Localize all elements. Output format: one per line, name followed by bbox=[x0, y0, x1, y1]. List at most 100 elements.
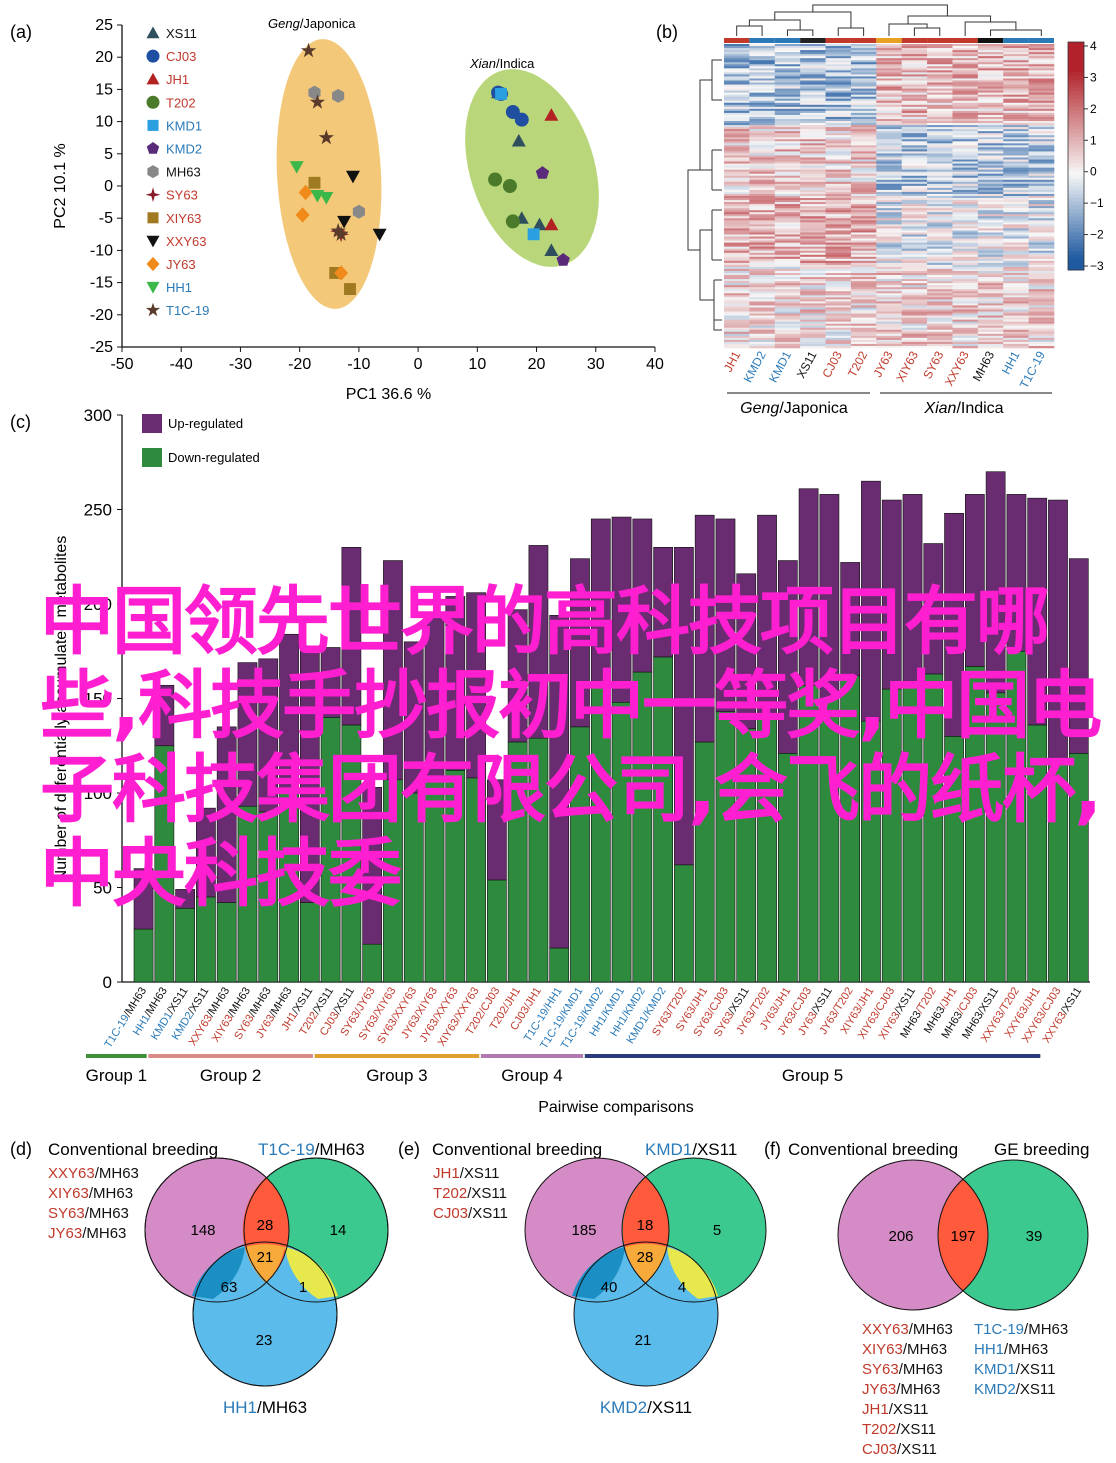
heatmap-cell bbox=[876, 325, 902, 329]
bar-up-regulated bbox=[674, 546, 694, 866]
heatmap-cell bbox=[901, 341, 928, 345]
heatmap-cell bbox=[1003, 307, 1029, 310]
heatmap-cell bbox=[977, 137, 1004, 140]
heatmap-cell bbox=[1028, 323, 1055, 327]
heatmap-cell bbox=[1028, 311, 1055, 314]
heatmap-cell bbox=[800, 238, 826, 241]
heatmap-cell bbox=[774, 191, 801, 195]
heatmap-cell bbox=[1028, 262, 1055, 266]
heatmap-cell bbox=[1003, 345, 1029, 349]
heatmap-cell bbox=[927, 285, 953, 288]
heatmap-cell bbox=[825, 155, 852, 158]
heatmap-cell bbox=[724, 329, 750, 333]
heatmap-cell bbox=[927, 171, 953, 175]
heatmap-cell bbox=[749, 153, 776, 156]
heatmap-cell bbox=[1028, 230, 1055, 233]
heatmap-cell bbox=[927, 240, 953, 243]
heatmap-cell bbox=[800, 179, 826, 183]
heatmap-cell bbox=[876, 293, 902, 296]
venn-e-b-only: 5 bbox=[713, 1222, 721, 1239]
heatmap-cell bbox=[876, 285, 902, 288]
heatmap-cell bbox=[749, 220, 776, 223]
comparison-part: /MH63 bbox=[1004, 1341, 1048, 1358]
heatmap-cell bbox=[850, 335, 877, 339]
colorbar-step bbox=[1068, 190, 1084, 195]
heatmap-cell bbox=[850, 232, 877, 235]
heatmap-cell bbox=[774, 236, 801, 239]
heatmap-cell bbox=[850, 66, 877, 69]
heatmap-cell bbox=[774, 216, 801, 219]
heatmap-cell bbox=[774, 256, 801, 260]
heatmap-cell bbox=[749, 90, 776, 93]
heatmap-cell bbox=[850, 226, 877, 229]
heatmap-cell bbox=[901, 329, 928, 333]
heatmap-cell bbox=[927, 214, 953, 217]
y-tick-label: 15 bbox=[95, 81, 113, 98]
heatmap-cell bbox=[977, 256, 1004, 260]
venn-d-b-only: 14 bbox=[330, 1222, 347, 1239]
y-tick-label: -5 bbox=[99, 210, 113, 227]
heatmap-cell bbox=[876, 141, 902, 144]
heatmap-cell bbox=[774, 183, 801, 187]
heatmap-cell bbox=[800, 244, 826, 247]
heatmap-cell bbox=[952, 206, 979, 209]
heatmap-cell bbox=[724, 323, 750, 327]
heatmap-cell bbox=[1003, 94, 1029, 97]
heatmap-cell bbox=[825, 254, 852, 258]
heatmap-cell bbox=[850, 153, 877, 156]
heatmap-cell bbox=[749, 273, 776, 276]
heatmap-cell bbox=[1028, 248, 1055, 252]
heatmap-cell bbox=[876, 311, 902, 314]
heatmap-cell bbox=[825, 202, 852, 205]
heatmap-cell bbox=[749, 92, 776, 95]
heatmap-cell bbox=[952, 234, 979, 237]
heatmap-cell bbox=[952, 264, 979, 268]
heatmap-cell bbox=[724, 343, 750, 347]
heatmap-cell bbox=[850, 337, 877, 341]
heatmap-cell bbox=[825, 183, 852, 187]
y-tick-label: 10 bbox=[95, 114, 113, 131]
heatmap-cell bbox=[1003, 147, 1029, 150]
heatmap-cell bbox=[724, 240, 750, 243]
heatmap-cell bbox=[850, 181, 877, 185]
heatmap-cell bbox=[901, 317, 928, 320]
heatmap-cell bbox=[774, 218, 801, 221]
y-axis-title: PC2 10.1 % bbox=[52, 143, 69, 228]
heatmap-cell bbox=[749, 238, 776, 241]
heatmap-cell bbox=[952, 114, 979, 118]
heatmap-cell bbox=[901, 92, 928, 95]
heatmap-cell bbox=[749, 309, 776, 312]
colorbar-step bbox=[1068, 144, 1084, 149]
x-tick-label: -10 bbox=[347, 356, 370, 373]
heatmap-cell bbox=[876, 175, 902, 179]
heatmap-cell bbox=[977, 331, 1004, 335]
heatmap-cell bbox=[952, 177, 979, 181]
column-color-xs11 bbox=[800, 38, 826, 43]
heatmap-cell bbox=[927, 149, 953, 152]
heatmap-cell bbox=[1028, 159, 1055, 162]
heatmap-cell bbox=[800, 329, 826, 333]
heatmap-cell bbox=[724, 157, 750, 160]
heatmap-cell bbox=[876, 224, 902, 227]
heatmap-cell bbox=[1003, 279, 1029, 282]
heatmap-cell bbox=[800, 254, 826, 258]
heatmap-cell bbox=[1003, 275, 1029, 278]
heatmap-cell bbox=[850, 305, 877, 308]
heatmap-cell bbox=[825, 74, 852, 77]
heatmap-cell bbox=[952, 171, 979, 175]
heatmap-cell bbox=[1003, 238, 1029, 241]
heatmap-cell bbox=[800, 331, 826, 335]
heatmap-cell bbox=[724, 228, 750, 231]
heatmap-cell bbox=[876, 191, 902, 195]
heatmap-cell bbox=[876, 262, 902, 266]
heatmap-cell bbox=[876, 110, 902, 114]
heatmap-cell bbox=[876, 80, 902, 83]
heatmap-cell bbox=[825, 135, 852, 138]
heatmap-cell bbox=[977, 287, 1004, 290]
heatmap-cell bbox=[876, 68, 902, 71]
heatmap-cell bbox=[774, 86, 801, 89]
heatmap-cell bbox=[774, 139, 801, 142]
heatmap-cell bbox=[774, 64, 801, 67]
comparison-part: /XS11 bbox=[1016, 1381, 1056, 1398]
